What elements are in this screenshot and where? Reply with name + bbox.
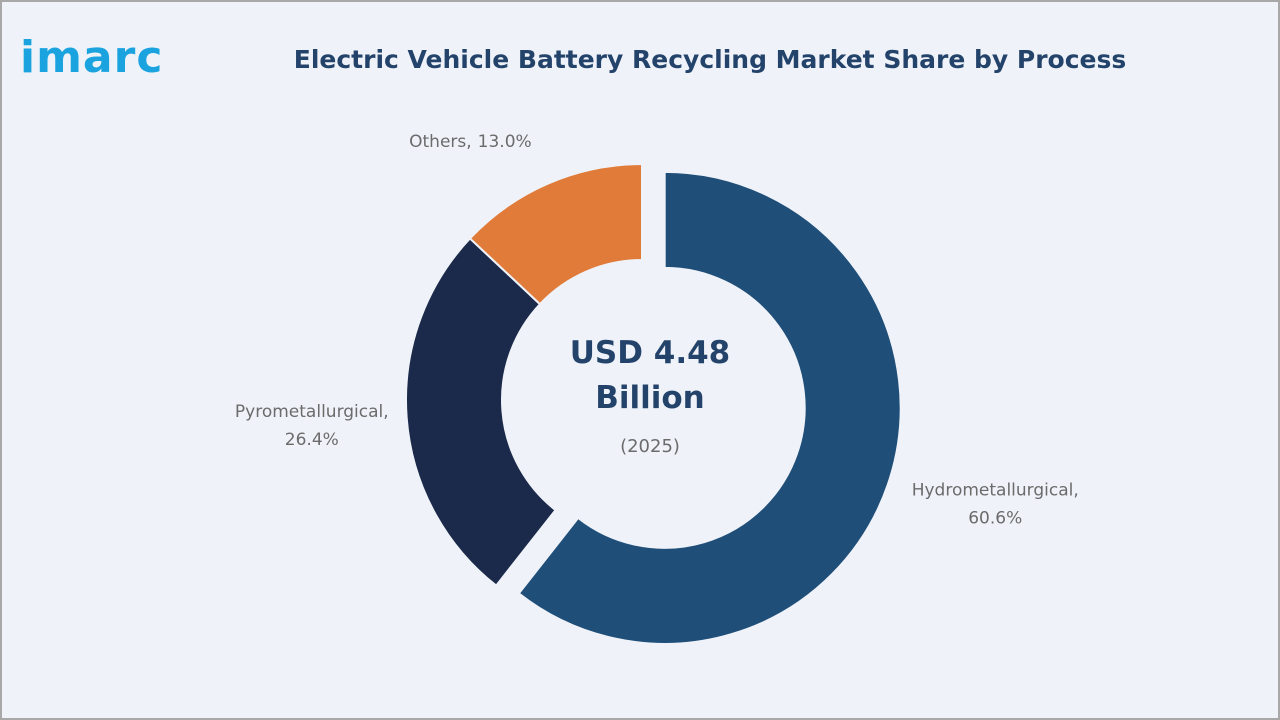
logo: imarc <box>20 32 163 83</box>
category-label: Others, <box>409 132 472 152</box>
data-label: Others, 13.0% <box>409 132 532 152</box>
category-label: Pyrometallurgical, <box>235 402 389 422</box>
value-label: 13.0% <box>478 132 532 152</box>
center-note: (2025) <box>620 436 680 457</box>
data-label: Hydrometallurgical, 60.6% <box>912 481 1079 529</box>
donut-slice <box>405 237 557 587</box>
value-label: 26.4% <box>285 430 339 450</box>
value-label: 60.6% <box>968 509 1022 529</box>
data-label: Pyrometallurgical, 26.4% <box>235 402 389 450</box>
donut-slice <box>468 162 643 306</box>
category-label: Hydrometallurgical, <box>912 481 1079 501</box>
center-label: USD 4.48 <box>570 335 731 371</box>
chart-title: Electric Vehicle Battery Recycling Marke… <box>294 45 1127 74</box>
center-label: Billion <box>595 380 705 416</box>
donut-slice <box>517 170 902 645</box>
